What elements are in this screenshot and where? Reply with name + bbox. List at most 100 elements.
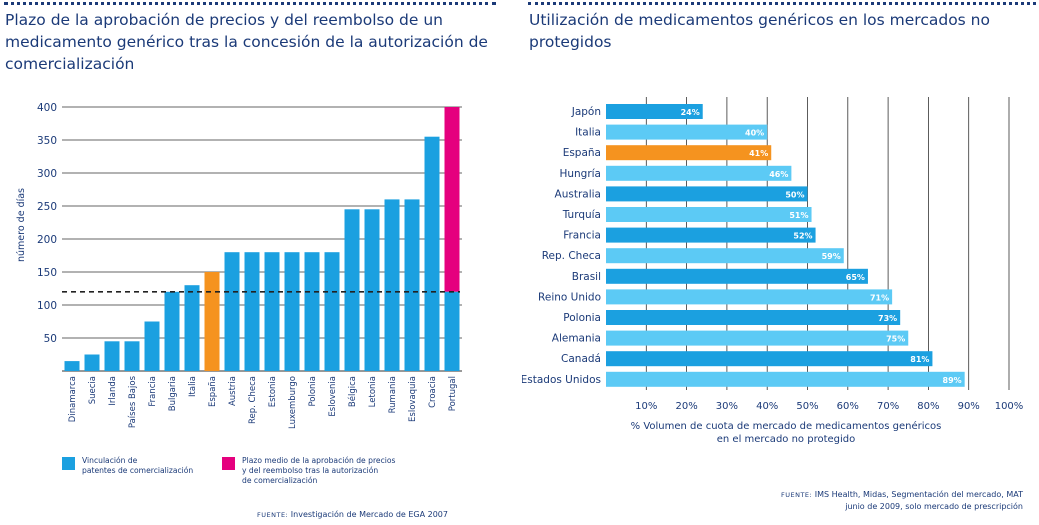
bar (606, 351, 933, 367)
days-bar-chart: 50 100 150 200 250 300 350 400 número de días Din… (16, 102, 462, 429)
bar (606, 165, 792, 181)
bar (124, 341, 140, 371)
y-tick-label: Reino Unido (538, 291, 601, 303)
x-tick-label: 60% (837, 401, 859, 412)
x-tick-label: Letonia (368, 376, 378, 407)
data-label: 75% (886, 335, 905, 344)
x-tick-label: Luxemburgo (288, 376, 298, 429)
y-tick-label: España (563, 147, 601, 159)
source-text: IMS Health, Midas, Segmentación del merc… (814, 490, 1023, 511)
y-tick-label: 150 (37, 267, 57, 279)
y-tick-label: Canadá (561, 353, 601, 365)
x-tick-label: Francia (148, 376, 158, 407)
legend-label-average: Plazo medio de la aprobación de precios … (242, 456, 396, 485)
x-tick-label: Estonia (268, 376, 278, 407)
y-tick-label: Brasil (572, 271, 601, 283)
data-label: 73% (878, 314, 897, 323)
bar (304, 252, 320, 371)
y-tick-label: Estados Unidos (522, 374, 601, 386)
bar (424, 136, 440, 371)
data-label: 52% (793, 232, 812, 241)
x-axis-label: en el mercado no protegido (717, 434, 856, 445)
x-tick-label: Rumania (388, 376, 398, 413)
right-panel: Utilización de medicamentos genéricos en… (522, 0, 1039, 525)
bar (104, 341, 120, 371)
source-label: FUENTE: (257, 511, 289, 519)
x-tick-label: 30% (716, 401, 738, 412)
bar (184, 285, 200, 371)
bar (606, 268, 868, 284)
generic-share-bar-chart: 10% 20% 30% 40% 50% 60% 70% 80% 90% 100% % Volumen… (522, 97, 1024, 445)
y-tick-label: 100 (37, 300, 57, 312)
y-tick-label: 350 (37, 135, 57, 147)
data-label: 65% (846, 273, 865, 282)
legend-swatch-average (222, 457, 235, 470)
bar (384, 199, 400, 371)
x-tick-label: Italia (188, 376, 198, 397)
x-tick-label: Polonia (308, 376, 318, 407)
y-tick-label: Japón (571, 106, 601, 118)
bar (144, 321, 160, 371)
source-label: FUENTE: (780, 491, 813, 499)
x-tick-label: 80% (917, 401, 939, 412)
data-label: 41% (749, 149, 768, 158)
source-note: FUENTE: Investigación de Mercado de EGA … (257, 509, 448, 521)
bar (224, 252, 240, 371)
x-tick-label: Portugal (448, 376, 458, 411)
data-label: 81% (910, 355, 929, 364)
x-tick-label: Eslovenia (328, 376, 338, 417)
x-tick-label: Bulgaria (168, 376, 178, 411)
legend-swatch-patent (62, 457, 75, 470)
bar (606, 186, 808, 202)
x-tick-label: 70% (877, 401, 899, 412)
data-label: 71% (870, 293, 889, 302)
x-tick-label: Croacia (428, 376, 438, 408)
bar (404, 199, 420, 371)
x-tick-label: Dinamarca (68, 376, 78, 422)
bar (244, 252, 260, 371)
bar (364, 209, 380, 371)
y-tick-label: 50 (44, 333, 57, 345)
bar (606, 227, 816, 243)
bar (606, 330, 909, 346)
data-label: 46% (769, 170, 788, 179)
x-tick-label: Rep. Checa (248, 376, 258, 424)
x-tick-label: Irlanda (108, 376, 118, 406)
bar (606, 371, 965, 387)
bar (164, 291, 180, 371)
chart-title: Utilización de medicamentos genéricos en… (529, 11, 990, 51)
y-tick-label: 300 (37, 168, 57, 180)
source-note: FUENTE: IMS Health, Midas, Segmentación … (781, 489, 1023, 512)
bar (444, 291, 460, 371)
bar (84, 354, 100, 371)
x-tick-label: 20% (675, 401, 697, 412)
y-tick-label: Australia (555, 188, 601, 200)
y-tick-label: Italia (575, 127, 601, 139)
y-tick-label: Rep. Checa (542, 250, 601, 262)
bar (606, 104, 703, 119)
bar (284, 252, 300, 371)
bar (64, 361, 80, 371)
x-tick-label: 100% (995, 401, 1024, 412)
x-tick-label: 40% (756, 401, 778, 412)
bar (204, 272, 220, 371)
source-text: Investigación de Mercado de EGA 2007 (290, 510, 448, 519)
y-tick-label: Francia (563, 230, 601, 242)
left-panel: Plazo de la aprobación de precios y del … (0, 0, 500, 525)
data-label: 59% (822, 252, 841, 261)
y-tick-label: Hungría (559, 168, 601, 180)
bar (324, 252, 340, 371)
bar (264, 252, 280, 371)
chart-title: Plazo de la aprobación de precios y del … (5, 11, 488, 73)
data-label: 24% (681, 108, 700, 117)
bar (606, 124, 768, 140)
x-tick-label: Suecia (88, 376, 98, 404)
bar (606, 310, 901, 325)
bar (606, 248, 844, 264)
x-tick-label: 50% (796, 401, 818, 412)
x-tick-label: España (208, 376, 218, 407)
title-rule (528, 2, 1036, 5)
data-label: 50% (785, 190, 804, 199)
y-tick-label: Alemania (552, 333, 601, 345)
x-tick-label: 10% (635, 401, 657, 412)
